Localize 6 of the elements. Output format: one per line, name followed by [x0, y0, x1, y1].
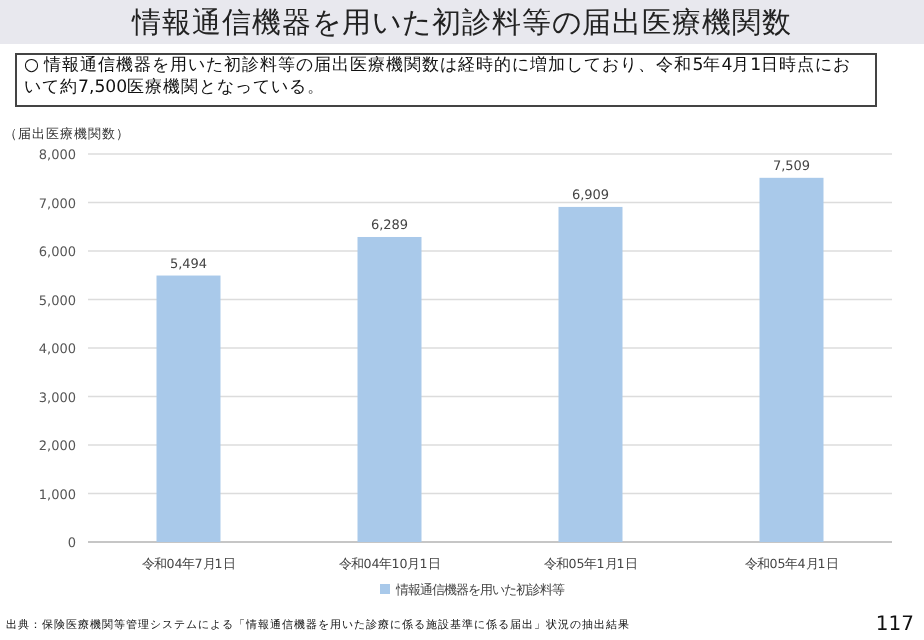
bar: [357, 236, 422, 542]
chart-title: 情報通信機器を用いた初診料等の届出医療機関数: [130, 6, 792, 40]
bar: [156, 275, 221, 542]
bar: [558, 206, 623, 542]
bar: [759, 177, 824, 542]
text: 117: [875, 614, 914, 636]
